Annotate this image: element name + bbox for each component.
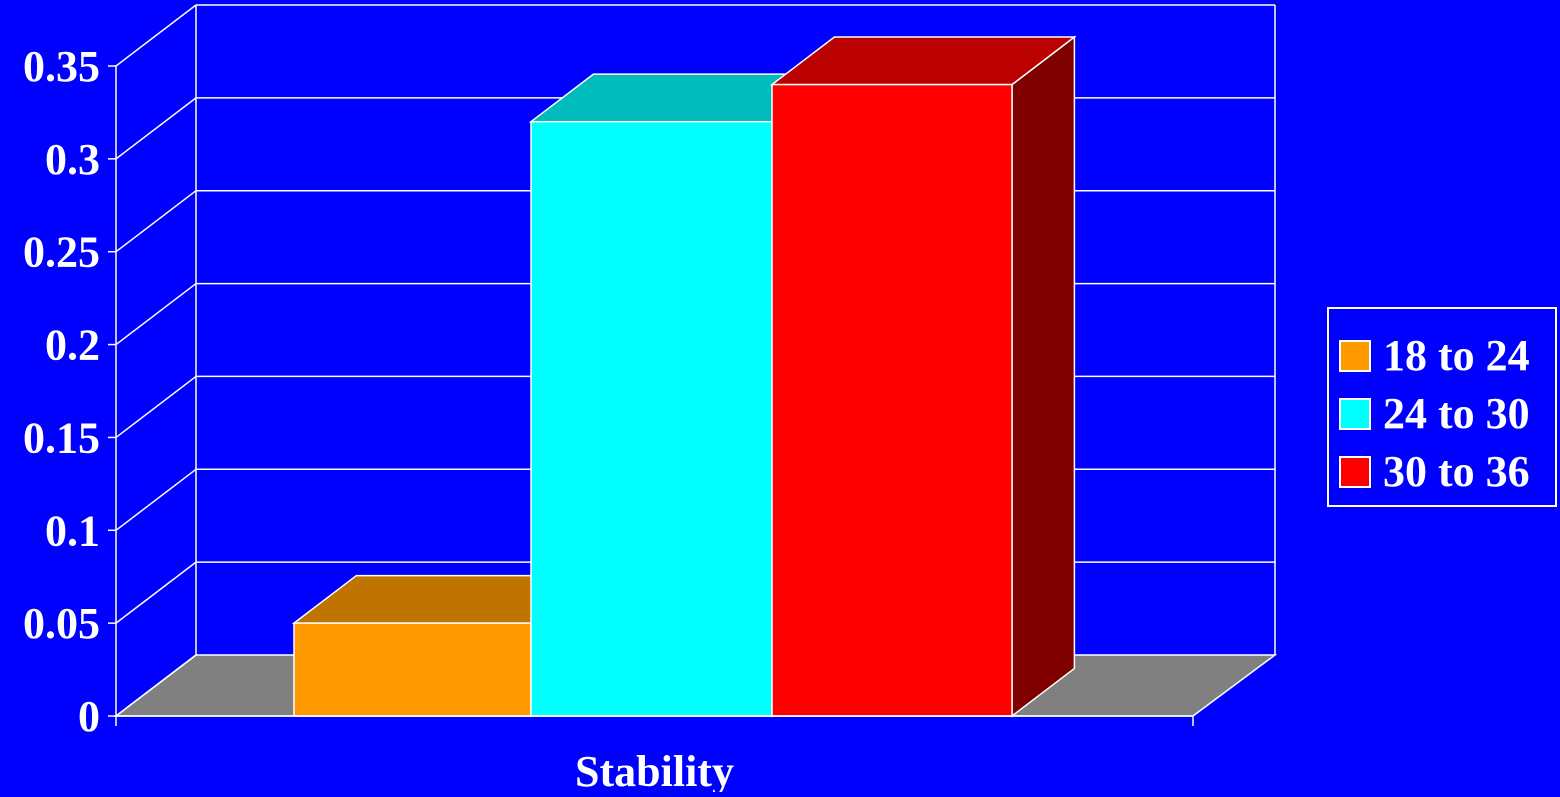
gridline-side	[115, 190, 197, 253]
legend-item: 18 to 24	[1339, 327, 1555, 385]
legend: 18 to 24 24 to 30 30 to 36	[1327, 307, 1557, 507]
legend-swatch	[1339, 456, 1371, 488]
legend-swatch	[1339, 398, 1371, 430]
legend-label: 24 to 30	[1383, 389, 1530, 438]
y-tick-label: 0.3	[45, 135, 100, 184]
gridline-side	[115, 468, 197, 531]
axes	[115, 66, 1194, 726]
floor-left-edge	[115, 654, 197, 717]
legend-label: 18 to 24	[1383, 331, 1530, 380]
y-tick-label: 0.05	[23, 599, 100, 648]
y-tick-label: 0.15	[23, 413, 100, 462]
legend-label: 30 to 36	[1383, 447, 1530, 496]
y-tick-label: 0.25	[23, 228, 100, 277]
bar	[769, 35, 1077, 718]
y-tick-labels: 0 0.05 0.1 0.15 0.2 0.25 0.3 0.35	[23, 42, 116, 741]
x-category-labels: Stability	[575, 747, 734, 796]
y-tick-label: 0.35	[23, 42, 100, 91]
legend-swatch	[1339, 340, 1371, 372]
bar-side-face	[1011, 35, 1076, 718]
x-category-label: Stability	[575, 747, 734, 792]
gridline-side	[115, 97, 197, 160]
gridline-side	[115, 561, 197, 624]
gridline-side	[115, 282, 197, 346]
y-tick-label: 0.1	[45, 506, 100, 555]
legend-item: 30 to 36	[1339, 443, 1555, 501]
bars	[291, 35, 1077, 718]
legend-item: 24 to 30	[1339, 385, 1555, 443]
gridline-side	[115, 4, 197, 67]
chart-walls	[195, 5, 1276, 655]
gridline-side	[115, 375, 197, 439]
y-tick-label: 0.2	[45, 321, 100, 370]
bar-front-face	[771, 83, 1013, 717]
bar-front-face	[530, 120, 773, 717]
bar-front-face	[293, 622, 532, 717]
y-tick-label: 0	[78, 692, 100, 741]
